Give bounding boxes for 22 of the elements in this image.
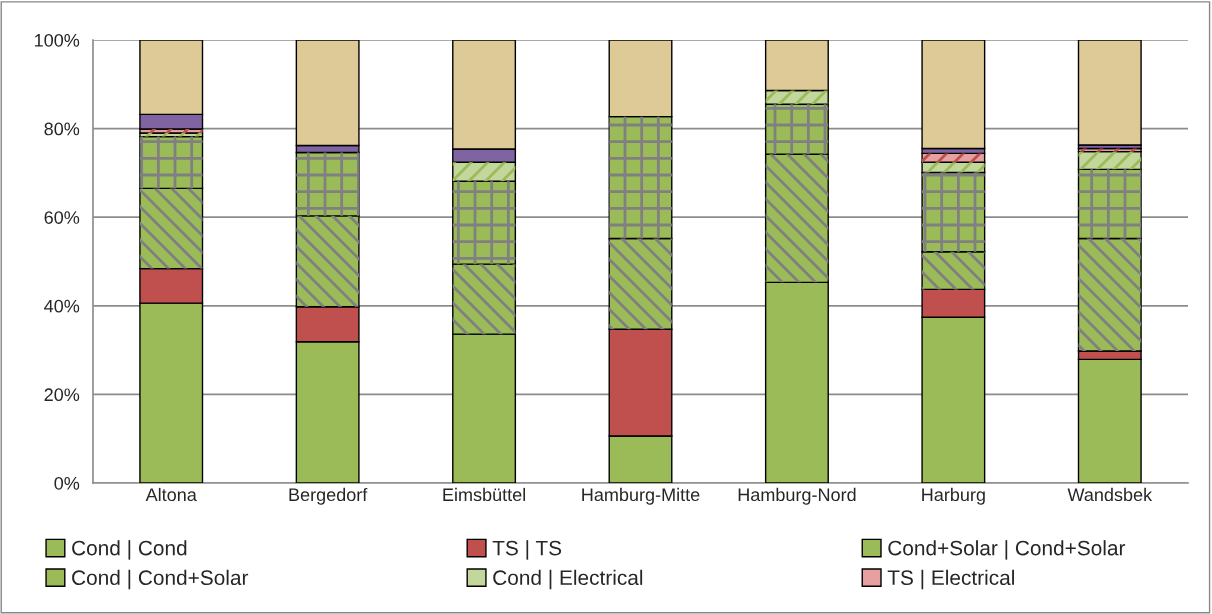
- y-tick-label: 40%: [44, 299, 80, 313]
- legend-label: Cond | Electrical: [493, 569, 643, 590]
- y-tick-label: 20%: [44, 388, 80, 402]
- bar: [608, 40, 673, 118]
- x-tick-label: Hamburg-Nord: [738, 487, 856, 505]
- legend-label: Cond | Cond: [72, 540, 187, 560]
- legend-label: TS | Electrical: [887, 569, 1014, 590]
- legend-label: Cond+Solar | Cond+Solar: [888, 540, 1126, 560]
- legend-label: Cond | Cond+Solar: [72, 569, 249, 590]
- y-tick-label: 60%: [44, 211, 80, 224]
- legend-label: TS | TS: [492, 540, 562, 560]
- x-tick-label: Bergedorf: [289, 487, 368, 505]
- x-tick-label: Eimsbüttel: [443, 487, 526, 502]
- y-tick-label: 100%: [35, 33, 80, 47]
- bar: [921, 40, 986, 150]
- y-tick-label: 80%: [44, 122, 80, 136]
- x-tick-label: Wandsbek: [1067, 487, 1153, 502]
- x-tick-label: Altona: [145, 487, 197, 502]
- y-tick-label: 0%: [54, 476, 80, 490]
- x-tick-label: Harburg: [922, 487, 985, 505]
- bar: [1077, 40, 1142, 146]
- x-tick-label: Hamburg-Mitte: [582, 487, 700, 505]
